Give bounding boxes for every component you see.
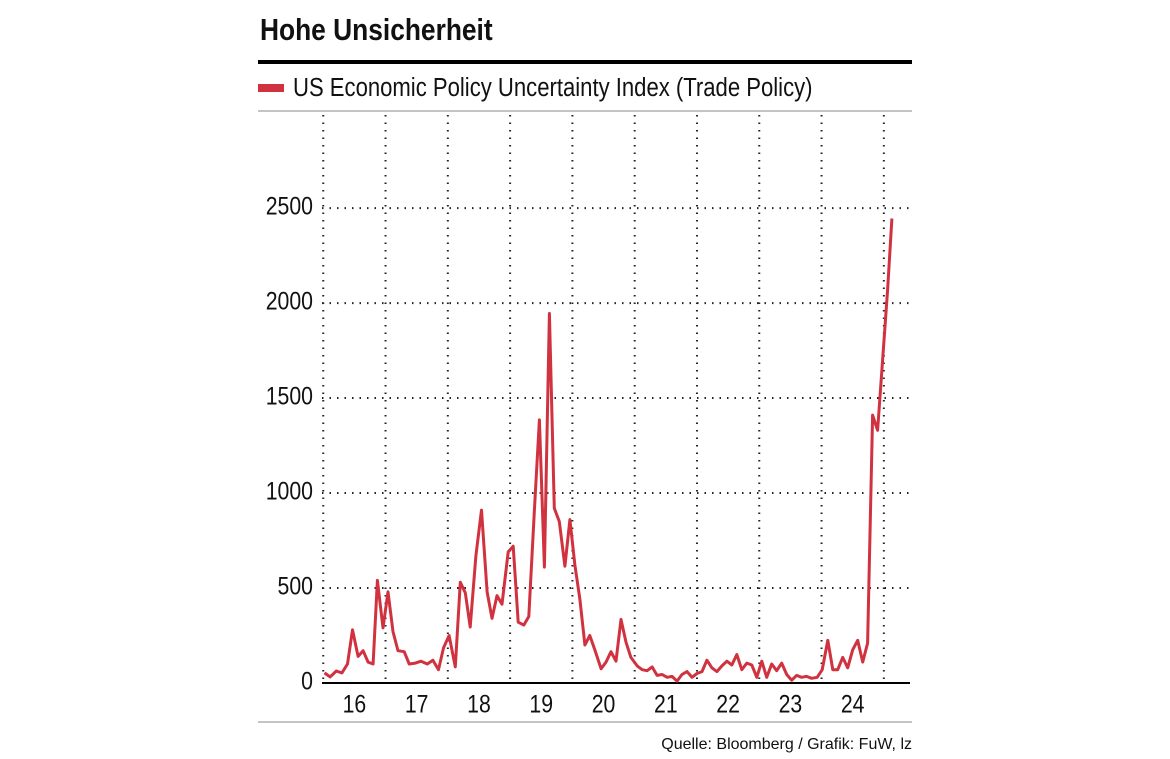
x-tick-label: 24 bbox=[841, 690, 865, 718]
legend-swatch bbox=[258, 84, 284, 92]
y-tick-label: 1000 bbox=[266, 477, 313, 505]
y-tick-label: 2000 bbox=[266, 287, 313, 315]
x-tick-label: 19 bbox=[529, 690, 553, 718]
x-tick-label: 17 bbox=[405, 690, 429, 718]
y-tick-label: 2500 bbox=[266, 192, 313, 220]
x-tick-label: 18 bbox=[467, 690, 491, 718]
chart-title: Hohe Unsicherheit bbox=[260, 13, 493, 47]
x-tick-label: 21 bbox=[654, 690, 678, 718]
y-tick-label: 500 bbox=[278, 572, 313, 600]
data-line bbox=[323, 218, 894, 683]
legend-label: US Economic Policy Uncertainty Index (Tr… bbox=[293, 73, 813, 102]
y-tick-label: 0 bbox=[301, 667, 313, 695]
x-tick-label: 23 bbox=[779, 690, 803, 718]
x-tick-label: 22 bbox=[716, 690, 740, 718]
source: Quelle: Bloomberg / Grafik: FuW, lz bbox=[661, 736, 912, 753]
x-tick-label: 16 bbox=[343, 690, 367, 718]
x-tick-label: 20 bbox=[592, 690, 616, 718]
y-tick-label: 1500 bbox=[266, 382, 313, 410]
